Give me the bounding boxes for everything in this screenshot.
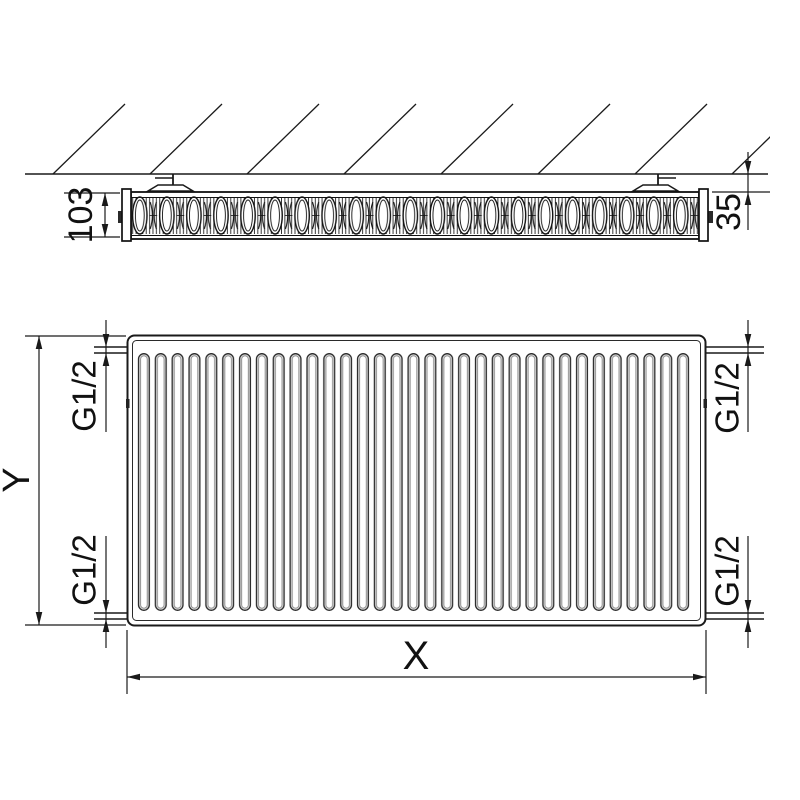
dimension-width — [126, 630, 707, 694]
mounting-bracket-right — [630, 174, 681, 192]
convector-band — [130, 191, 700, 240]
right-edge-mark — [703, 399, 707, 408]
right-end-cap — [698, 188, 709, 242]
connection-label-top-left: G1/2 — [66, 360, 103, 432]
wall-hatching — [52, 103, 770, 175]
dimension-height — [25, 335, 126, 626]
left-connection-nub — [118, 211, 123, 223]
right-connection-nub — [708, 211, 713, 223]
connection-label-top-right: G1/2 — [709, 362, 746, 434]
dimension-depth — [64, 192, 120, 238]
radiator-top-view — [118, 188, 713, 242]
pipe-stub-top-right — [706, 346, 764, 354]
front-view: G1/2 G1/2 G1/2 G1/2 Y X — [0, 320, 764, 694]
connection-label-bottom-right: G1/2 — [709, 535, 746, 607]
height-label: Y — [0, 467, 38, 492]
left-end-cap — [121, 188, 132, 242]
width-label: X — [403, 634, 430, 678]
top-view: 103 35 — [25, 103, 770, 244]
connection-label-bottom-left: G1/2 — [66, 534, 103, 606]
pipe-stub-top-left — [94, 346, 127, 354]
dimension-wall-distance — [712, 152, 770, 230]
panel-grooves — [136, 353, 692, 611]
arrowhead — [744, 161, 752, 174]
depth-label: 103 — [62, 187, 100, 244]
pipe-stub-bottom-left — [94, 612, 127, 620]
mounting-bracket-left — [145, 174, 196, 192]
pipe-stub-bottom-right — [706, 612, 764, 620]
left-edge-mark — [126, 399, 130, 408]
arrowhead — [101, 193, 109, 206]
radiator-front-view — [126, 334, 707, 627]
dimension-connections — [102, 320, 752, 648]
wall-distance-label: 35 — [710, 193, 748, 231]
arrowhead — [101, 224, 109, 237]
pipe-stubs — [94, 346, 764, 620]
arrowhead — [744, 192, 752, 205]
